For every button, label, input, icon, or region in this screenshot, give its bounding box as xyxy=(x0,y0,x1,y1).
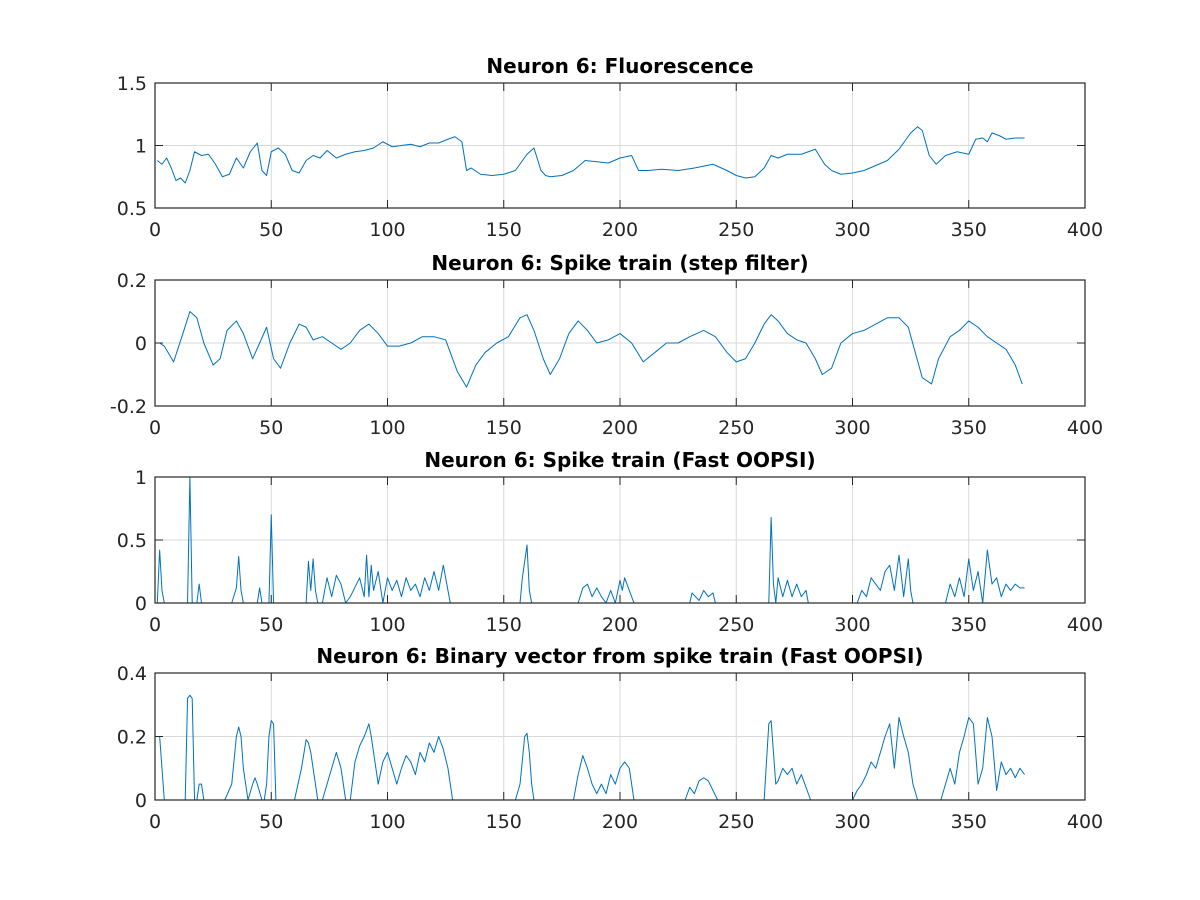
x-tick-label: 0 xyxy=(149,219,161,241)
x-tick-label: 100 xyxy=(369,614,405,636)
chart-title: Neuron 6: Fluorescence xyxy=(486,54,753,78)
chart-panel-4: 0 50 100 150 200 250 300 350 400 0 0.2 0.4 Neuron 6:… xyxy=(117,644,1103,833)
x-tick-label: 0 xyxy=(149,614,161,636)
x-tick-label: 250 xyxy=(718,614,754,636)
x-tick-label: 150 xyxy=(486,417,522,439)
series-line-1 xyxy=(159,311,1023,388)
y-tick-label: 1.5 xyxy=(117,73,147,95)
x-tick-label: 0 xyxy=(149,417,161,439)
x-tick-label: 50 xyxy=(259,417,283,439)
y-tick-label: 0 xyxy=(135,593,147,615)
x-tick-label: 50 xyxy=(259,811,283,833)
x-tick-label: 300 xyxy=(834,219,870,241)
series-line-1 xyxy=(157,126,1025,184)
x-tick-label: 350 xyxy=(951,417,987,439)
x-tick-label: 150 xyxy=(486,219,522,241)
x-tick-label: 300 xyxy=(834,811,870,833)
y-tick-label: 0.4 xyxy=(117,663,147,685)
x-tick-label: 400 xyxy=(1067,219,1103,241)
x-tick-label: 300 xyxy=(834,417,870,439)
x-tick-label: 300 xyxy=(834,614,870,636)
y-tick-label: 0.2 xyxy=(117,727,147,749)
x-tick-label: 50 xyxy=(259,219,283,241)
x-tick-label: 250 xyxy=(718,811,754,833)
y-tick-label: 0.5 xyxy=(117,198,147,220)
y-tick-label: 0.2 xyxy=(117,270,147,292)
x-tick-label: 200 xyxy=(602,811,638,833)
y-tick-label: 0 xyxy=(135,790,147,812)
x-tick-label: 400 xyxy=(1067,811,1103,833)
chart-panel-3: 0 50 100 150 200 250 300 350 400 0 0.5 1 Neuron 6: S… xyxy=(117,448,1103,636)
chart-title: Neuron 6: Spike train (Fast OOPSI) xyxy=(424,448,815,472)
y-tick-label: 0 xyxy=(135,333,147,355)
x-tick-label: 150 xyxy=(486,811,522,833)
x-tick-label: 350 xyxy=(951,811,987,833)
x-tick-label: 200 xyxy=(602,614,638,636)
chart-panel-1: 0 50 100 150 200 250 300 350 400 0.5 1 1.5 Neuron 6:… xyxy=(117,54,1103,241)
x-tick-label: 100 xyxy=(369,417,405,439)
x-tick-label: 100 xyxy=(369,811,405,833)
x-tick-label: 400 xyxy=(1067,417,1103,439)
y-tick-label: -0.2 xyxy=(110,396,147,418)
x-tick-label: 100 xyxy=(369,219,405,241)
x-tick-label: 350 xyxy=(951,614,987,636)
chart-title: Neuron 6: Spike train (step filter) xyxy=(431,251,808,275)
x-tick-label: 400 xyxy=(1067,614,1103,636)
x-tick-label: 0 xyxy=(149,811,161,833)
x-tick-label: 150 xyxy=(486,614,522,636)
x-tick-label: 250 xyxy=(718,219,754,241)
chart-title: Neuron 6: Binary vector from spike train… xyxy=(316,644,923,668)
y-tick-label: 1 xyxy=(135,467,147,489)
x-tick-label: 250 xyxy=(718,417,754,439)
y-tick-label: 1 xyxy=(135,136,147,158)
y-tick-label: 0.5 xyxy=(117,530,147,552)
x-tick-label: 50 xyxy=(259,614,283,636)
x-tick-label: 200 xyxy=(602,417,638,439)
x-tick-label: 350 xyxy=(951,219,987,241)
x-tick-label: 200 xyxy=(602,219,638,241)
